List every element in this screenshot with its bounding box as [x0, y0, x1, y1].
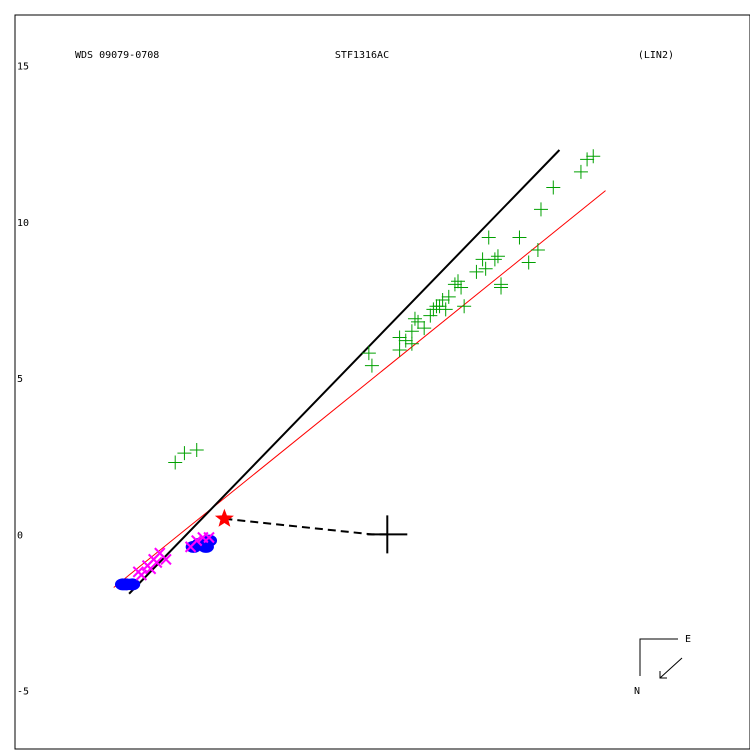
plus-point: [454, 280, 469, 295]
compass-east-label: E: [685, 634, 691, 645]
plus-point: [423, 308, 438, 323]
red-reference-line: [113, 190, 606, 588]
plus-point: [487, 252, 502, 267]
plus-point: [573, 164, 588, 179]
plus-point: [432, 299, 447, 314]
star-to-primary-line: [224, 517, 388, 536]
compass-arrow-head: [659, 671, 667, 679]
fit-line: [128, 149, 561, 595]
data-points: [114, 149, 601, 591]
plus-point: [521, 255, 536, 270]
y-tick-label: 15: [17, 62, 29, 73]
plus-point: [457, 299, 472, 314]
magenta-point: [151, 556, 163, 569]
y-tick-labels: 15 10 5 0 -5: [17, 62, 29, 698]
plus-point: [361, 346, 376, 361]
plus-point: [447, 277, 462, 292]
blue-point: [201, 534, 218, 547]
plus-point: [177, 446, 192, 461]
plus-point: [450, 274, 465, 289]
plus-point: [533, 202, 548, 217]
plus-point: [580, 152, 595, 167]
plus-point: [168, 455, 183, 470]
plus-point: [392, 343, 407, 357]
y-tick-label: 5: [17, 374, 23, 385]
y-tick-label: -5: [17, 687, 29, 698]
magenta-point: [160, 553, 172, 566]
plus-point: [481, 230, 496, 245]
magenta-point: [203, 531, 215, 544]
plus-point: [478, 261, 493, 276]
plus-point: [398, 333, 413, 348]
y-tick-label: 0: [17, 530, 23, 541]
compass-north-label: N: [634, 686, 640, 697]
plus-point: [417, 321, 432, 336]
plus-point: [475, 252, 490, 267]
plus-point: [490, 249, 505, 264]
plus-point: [392, 330, 407, 345]
plus-point: [438, 302, 453, 317]
magenta-point: [135, 569, 148, 581]
plus-point: [435, 293, 450, 307]
header-method: (LIN2): [638, 50, 674, 61]
compass-axes: [639, 638, 678, 676]
plus-point: [441, 289, 456, 304]
star-marker: [214, 508, 234, 527]
plus-point: [469, 264, 484, 279]
header-pair-name: STF1316AC: [335, 50, 389, 61]
plus-point: [411, 314, 426, 329]
plus-point: [546, 180, 561, 195]
y-tick-label: 10: [17, 218, 29, 229]
plot-frame: [14, 14, 750, 750]
plus-point: [404, 324, 419, 339]
plus-point: [494, 280, 509, 295]
compass: E N: [634, 634, 691, 697]
plus-point: [512, 230, 527, 245]
primary-position-cross: [367, 515, 408, 554]
plus-point: [530, 243, 545, 257]
compass-arrow: [659, 657, 683, 679]
plus-point: [189, 443, 204, 457]
blue-point: [124, 578, 141, 591]
header-wds-id: WDS 09079-0708: [75, 50, 159, 61]
plus-point: [407, 311, 422, 326]
plus-point: [364, 358, 379, 373]
plus-point: [426, 302, 441, 317]
magenta-point: [191, 534, 203, 547]
plus-point: [404, 336, 419, 351]
plus-point: [586, 149, 601, 164]
